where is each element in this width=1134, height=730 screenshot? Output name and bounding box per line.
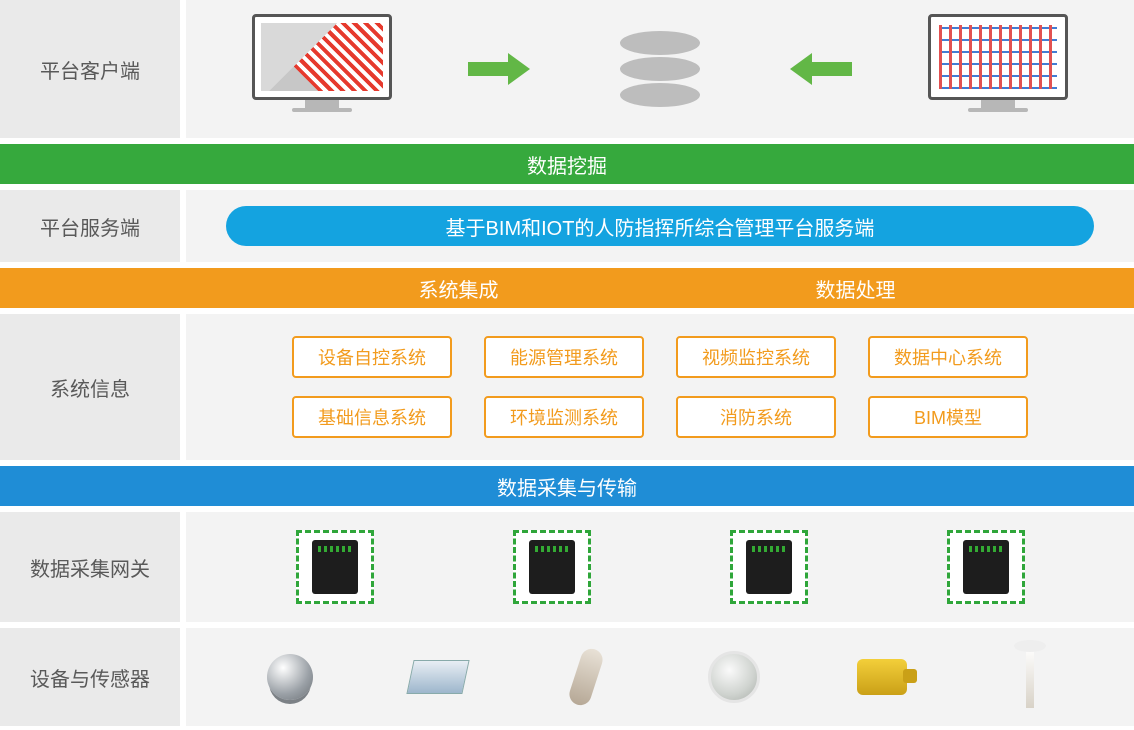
row-sensor: 设备与传感器 xyxy=(0,628,1134,726)
sys-box: 环境监测系统 xyxy=(484,396,644,438)
cad-monitor-icon xyxy=(247,14,397,124)
sys-box: 消防系统 xyxy=(676,396,836,438)
banner-orange: 系统集成 数据处理 xyxy=(0,268,1134,308)
tilt-sensor-icon xyxy=(403,642,473,712)
system-content: 设备自控系统 能源管理系统 视频监控系统 数据中心系统 基础信息系统 环境监测系… xyxy=(186,314,1134,460)
banner-processing: 数据处理 xyxy=(816,274,896,303)
sensor-content xyxy=(186,628,1134,726)
row-client: 平台客户端 xyxy=(0,0,1134,138)
server-pill: 基于BIM和IOT的人防指挥所综合管理平台服务端 xyxy=(226,206,1094,246)
gateway-content xyxy=(186,512,1134,622)
sys-box: 基础信息系统 xyxy=(292,396,452,438)
row-banner-acquisition: 数据采集与传输 xyxy=(0,466,1134,506)
sys-box: 能源管理系统 xyxy=(484,336,644,378)
gateway-device-icon xyxy=(513,530,591,604)
sys-box: BIM模型 xyxy=(868,396,1028,438)
banner-integration: 系统集成 xyxy=(419,274,499,303)
sys-box: 视频监控系统 xyxy=(676,336,836,378)
architecture-diagram: 平台客户端 数据挖掘 平台服务端 基于BIM和IOT的人防指挥所综合管理平台服务… xyxy=(0,0,1134,726)
gateway-device-icon xyxy=(947,530,1025,604)
row-gateway: 数据采集网关 xyxy=(0,512,1134,622)
label-system: 系统信息 xyxy=(0,314,180,460)
label-client: 平台客户端 xyxy=(0,0,180,138)
sys-box: 设备自控系统 xyxy=(292,336,452,378)
server-content: 基于BIM和IOT的人防指挥所综合管理平台服务端 xyxy=(186,190,1134,262)
load-cell-sensor-icon xyxy=(255,642,325,712)
label-gateway: 数据采集网关 xyxy=(0,512,180,622)
row-server: 平台服务端 基于BIM和IOT的人防指挥所综合管理平台服务端 xyxy=(0,190,1134,262)
round-sensor-icon xyxy=(699,642,769,712)
system-line-1: 设备自控系统 能源管理系统 视频监控系统 数据中心系统 xyxy=(216,336,1104,378)
row-banner-orange: 系统集成 数据处理 xyxy=(0,268,1134,308)
system-line-2: 基础信息系统 环境监测系统 消防系统 BIM模型 xyxy=(216,396,1104,438)
sys-box: 数据中心系统 xyxy=(868,336,1028,378)
probe-sensor-icon xyxy=(551,642,621,712)
client-content xyxy=(186,0,1134,138)
rod-sensor-icon xyxy=(995,642,1065,712)
actuator-sensor-icon xyxy=(847,642,917,712)
label-server: 平台服务端 xyxy=(0,190,180,262)
database-icon xyxy=(620,31,700,107)
row-banner-mining: 数据挖掘 xyxy=(0,144,1134,184)
label-sensor: 设备与传感器 xyxy=(0,628,180,726)
banner-mining: 数据挖掘 xyxy=(0,144,1134,184)
row-system: 系统信息 设备自控系统 能源管理系统 视频监控系统 数据中心系统 基础信息系统 … xyxy=(0,314,1134,460)
gateway-device-icon xyxy=(730,530,808,604)
bim-monitor-icon xyxy=(923,14,1073,124)
banner-acquisition: 数据采集与传输 xyxy=(0,466,1134,506)
gateway-device-icon xyxy=(296,530,374,604)
